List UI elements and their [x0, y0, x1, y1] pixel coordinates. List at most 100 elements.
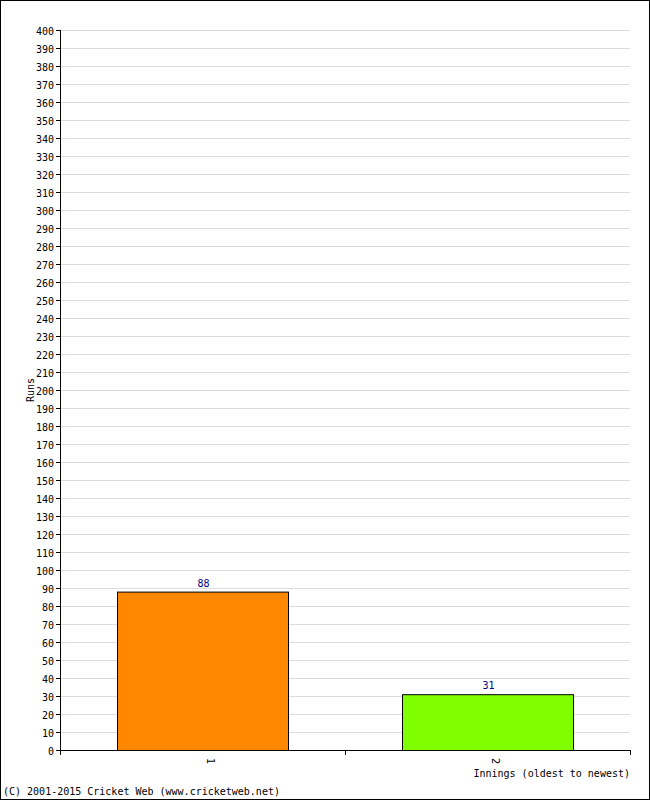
grid-line: [60, 48, 630, 49]
y-tick-label: 220: [36, 350, 54, 361]
bar: [118, 592, 289, 750]
grid-line: [60, 174, 630, 175]
grid-line: [60, 570, 630, 571]
y-tick: [56, 174, 60, 175]
y-tick: [56, 30, 60, 31]
y-tick-label: 330: [36, 152, 54, 163]
y-tick: [56, 156, 60, 157]
y-tick-label: 180: [36, 422, 54, 433]
y-tick: [56, 660, 60, 661]
y-tick-label: 0: [48, 746, 54, 757]
y-tick-label: 160: [36, 458, 54, 469]
y-tick-label: 120: [36, 530, 54, 541]
y-tick-label: 260: [36, 278, 54, 289]
y-tick-label: 390: [36, 44, 54, 55]
y-tick: [56, 678, 60, 679]
y-tick: [56, 714, 60, 715]
y-tick: [56, 498, 60, 499]
grid-line: [60, 192, 630, 193]
y-tick: [56, 462, 60, 463]
y-tick: [56, 372, 60, 373]
grid-line: [60, 318, 630, 319]
y-tick-label: 360: [36, 98, 54, 109]
y-tick: [56, 750, 60, 751]
y-tick: [56, 48, 60, 49]
grid-line: [60, 336, 630, 337]
y-tick-label: 210: [36, 368, 54, 379]
y-tick: [56, 444, 60, 445]
grid-line: [60, 228, 630, 229]
y-tick: [56, 264, 60, 265]
grid-line: [60, 480, 630, 481]
grid-line: [60, 300, 630, 301]
y-tick: [56, 66, 60, 67]
bar: [403, 695, 574, 750]
y-tick: [56, 624, 60, 625]
y-tick-label: 190: [36, 404, 54, 415]
grid-line: [60, 246, 630, 247]
y-tick: [56, 138, 60, 139]
grid-line: [60, 210, 630, 211]
y-tick: [56, 588, 60, 589]
y-tick: [56, 210, 60, 211]
y-tick: [56, 354, 60, 355]
y-tick: [56, 552, 60, 553]
grid-line: [60, 534, 630, 535]
grid-line: [60, 372, 630, 373]
y-tick-label: 350: [36, 116, 54, 127]
y-tick-label: 10: [42, 728, 54, 739]
y-tick-label: 30: [42, 692, 54, 703]
x-tick-label: 2: [490, 758, 501, 764]
data-label: 88: [197, 578, 209, 589]
grid-line: [60, 390, 630, 391]
grid-line: [60, 354, 630, 355]
grid-line: [60, 84, 630, 85]
x-band-tick: [630, 750, 631, 755]
y-tick-label: 130: [36, 512, 54, 523]
y-tick: [56, 300, 60, 301]
y-tick: [56, 246, 60, 247]
copyright: (C) 2001-2015 Cricket Web (www.cricketwe…: [3, 786, 280, 797]
y-tick-label: 280: [36, 242, 54, 253]
grid-line: [60, 102, 630, 103]
y-tick-label: 400: [36, 26, 54, 37]
y-tick-label: 110: [36, 548, 54, 559]
y-tick-label: 270: [36, 260, 54, 271]
y-tick: [56, 102, 60, 103]
y-tick-label: 370: [36, 80, 54, 91]
y-tick: [56, 408, 60, 409]
y-tick-label: 340: [36, 134, 54, 145]
y-tick: [56, 390, 60, 391]
grid-line: [60, 264, 630, 265]
y-tick-label: 150: [36, 476, 54, 487]
y-tick-label: 80: [42, 602, 54, 613]
y-tick-label: 300: [36, 206, 54, 217]
x-axis-label: Innings (oldest to newest): [473, 768, 630, 779]
grid-line: [60, 30, 630, 31]
y-tick: [56, 192, 60, 193]
x-tick-label: 1: [205, 758, 216, 764]
y-tick-label: 90: [42, 584, 54, 595]
grid-line: [60, 516, 630, 517]
y-tick-label: 290: [36, 224, 54, 235]
y-axis-label: Runs: [25, 378, 36, 402]
y-tick: [56, 606, 60, 607]
grid-line: [60, 552, 630, 553]
y-tick-label: 70: [42, 620, 54, 631]
grid-line: [60, 66, 630, 67]
y-tick: [56, 642, 60, 643]
y-tick-label: 250: [36, 296, 54, 307]
y-tick: [56, 318, 60, 319]
y-tick-label: 60: [42, 638, 54, 649]
y-axis: [60, 30, 61, 750]
grid-line: [60, 498, 630, 499]
y-tick: [56, 336, 60, 337]
grid-line: [60, 588, 630, 589]
grid-line: [60, 426, 630, 427]
y-tick: [56, 84, 60, 85]
chart-container: 0102030405060708090100110120130140150160…: [0, 0, 650, 800]
y-tick: [56, 228, 60, 229]
y-tick-label: 40: [42, 674, 54, 685]
frame: [1, 1, 650, 800]
grid-line: [60, 462, 630, 463]
